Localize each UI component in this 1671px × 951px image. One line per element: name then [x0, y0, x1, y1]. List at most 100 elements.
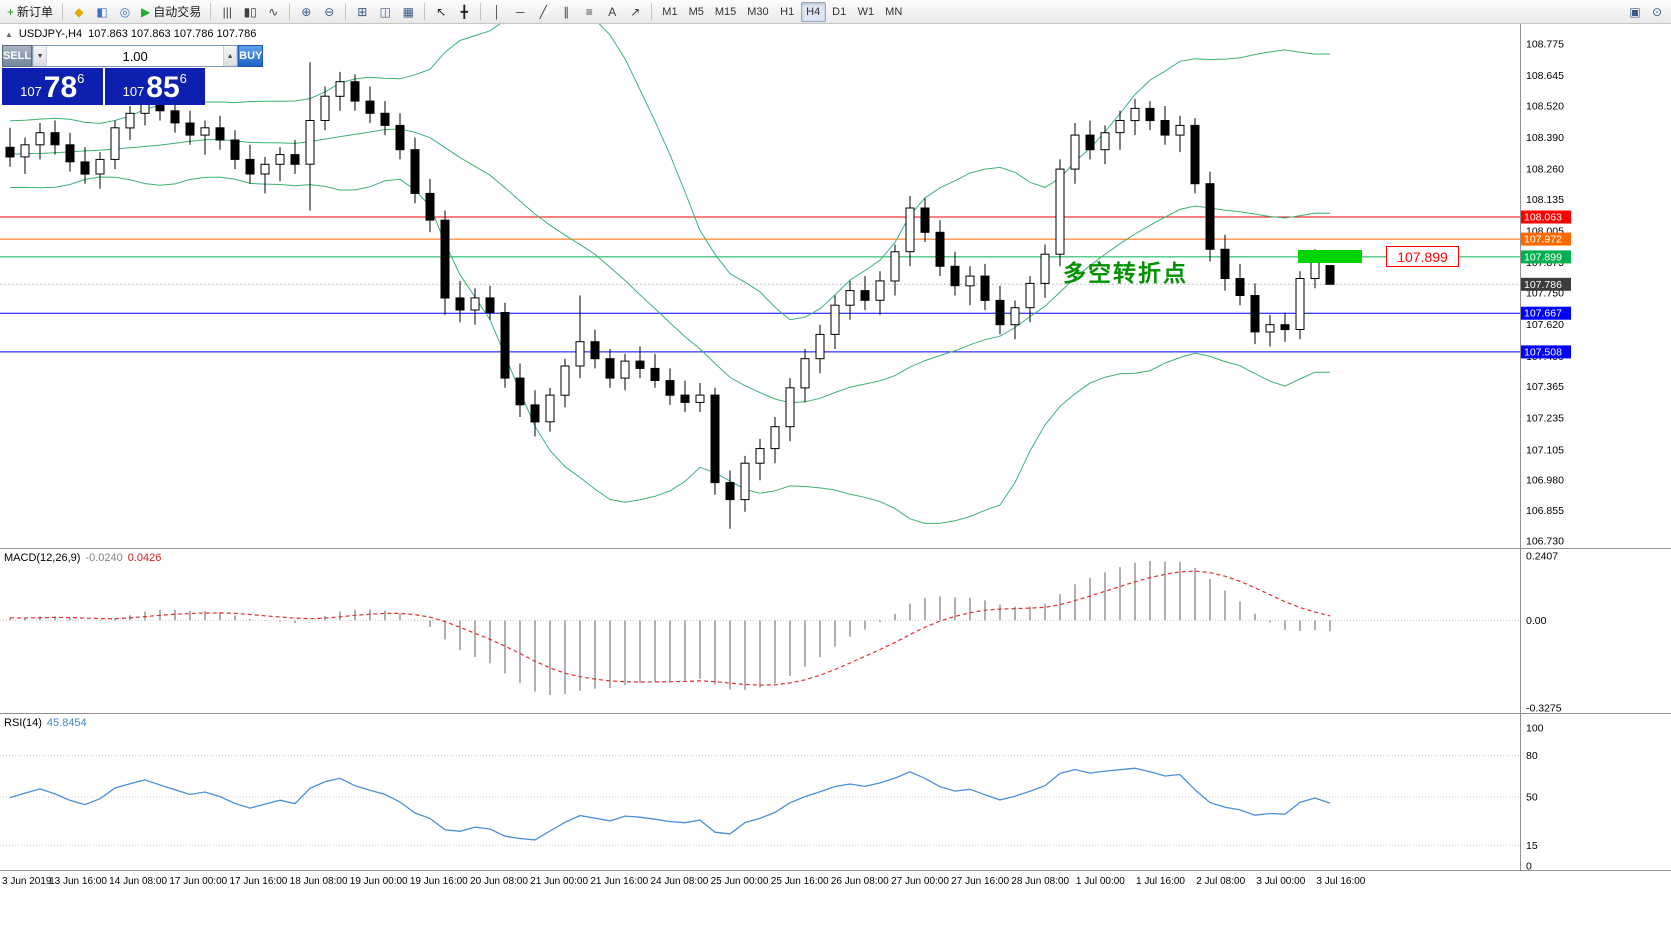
- vertical-line-icon: │: [493, 4, 502, 19]
- market-watch-icon[interactable]: ◆: [68, 2, 90, 22]
- horizontal-line-tool[interactable]: ─: [509, 2, 531, 22]
- time-axis-label: 1 Jul 00:00: [1076, 876, 1125, 887]
- candlestick-chart-icon[interactable]: ▮▯: [239, 2, 261, 22]
- price-tick-label: 108.645: [1526, 70, 1564, 82]
- candle-bearish: [665, 380, 675, 396]
- macd-scale-label: 0.2407: [1526, 551, 1558, 563]
- text-tool[interactable]: A: [601, 2, 623, 22]
- volume-input[interactable]: [47, 46, 224, 66]
- line-chart-icon-icon: ∿: [268, 4, 279, 19]
- timeframe-m5[interactable]: M5: [688, 5, 704, 18]
- time-axis-label: 18 Jun 08:00: [290, 876, 348, 887]
- time-axis-label: 19 Jun 00:00: [350, 876, 408, 887]
- price-tag: [1521, 210, 1571, 224]
- candle-bullish: [1175, 124, 1185, 136]
- buy-button[interactable]: BUY: [238, 45, 264, 67]
- crosshair-icon[interactable]: ╋: [453, 2, 475, 22]
- candle-bullish: [20, 144, 30, 158]
- one-click-prices: 107 78 6 107 85 6: [2, 68, 205, 105]
- timeframe-mn[interactable]: MN: [885, 5, 903, 18]
- trendline-tool[interactable]: ╱: [532, 2, 554, 22]
- arrow-tool[interactable]: ↗: [624, 2, 646, 22]
- candle-bullish: [305, 120, 315, 165]
- new-order-button[interactable]: + 新订单: [3, 2, 57, 22]
- sell-button[interactable]: SELL: [2, 45, 33, 67]
- channel-tool[interactable]: ∥: [555, 2, 577, 22]
- candle-bearish: [1235, 278, 1245, 296]
- macd-main-value: -0.0240: [85, 552, 123, 564]
- time-axis-label: 25 Jun 16:00: [771, 876, 829, 887]
- navigator-icon-icon: ◎: [119, 4, 131, 19]
- time-axis-label: 3 Jul 00:00: [1256, 876, 1305, 887]
- search-icon-icon: ⊙: [1651, 4, 1663, 19]
- volume-increase-button[interactable]: ▲: [223, 46, 238, 66]
- time-axis-label: 26 Jun 08:00: [831, 876, 889, 887]
- time-axis-label: 3 Jun 2019: [2, 876, 52, 887]
- text-icon: A: [608, 4, 617, 19]
- channel-icon: ∥: [563, 4, 570, 19]
- price-tick-label: 106.980: [1526, 475, 1564, 487]
- toolbar-separator: [210, 3, 212, 20]
- price-tag-label: 107.899: [1524, 251, 1562, 263]
- candle-bullish: [845, 290, 855, 306]
- candle-bullish: [1070, 134, 1080, 170]
- timeframe-m30[interactable]: M30: [747, 5, 769, 18]
- tile-windows-icon[interactable]: ⊞: [351, 2, 373, 22]
- time-axis-label: 25 Jun 00:00: [711, 876, 769, 887]
- timeframe-w1[interactable]: W1: [857, 5, 875, 18]
- sell-price-handle: 107: [20, 84, 42, 99]
- volume-decrease-button[interactable]: ▼: [33, 46, 48, 66]
- zoom-out-icon[interactable]: ⊖: [318, 2, 340, 22]
- candle-bearish: [245, 158, 255, 175]
- candle-bearish: [350, 81, 360, 102]
- toolbar-separator: [651, 3, 653, 20]
- price-tag-label: 107.508: [1524, 346, 1562, 358]
- ohlc-values: 107.863 107.863 107.786 107.786: [88, 28, 257, 40]
- search-icon[interactable]: ⊙: [1646, 2, 1668, 22]
- candle-bullish: [905, 207, 915, 253]
- timeframe-d1[interactable]: D1: [832, 5, 847, 18]
- candle-bearish: [1190, 124, 1200, 185]
- candle-bullish: [800, 358, 810, 389]
- macd-scale-label: 0.00: [1526, 615, 1547, 627]
- macd-scale-label: -0.3275: [1526, 703, 1562, 715]
- candle-bearish: [1145, 107, 1155, 122]
- data-window-icon[interactable]: ◧: [91, 2, 113, 22]
- line-chart-icon[interactable]: ∿: [262, 2, 284, 22]
- vertical-line-tool[interactable]: │: [486, 2, 508, 22]
- toolbar-separator: [480, 3, 482, 20]
- highlight-box[interactable]: [1298, 250, 1362, 263]
- timeframe-h4[interactable]: H4: [800, 1, 826, 22]
- new-order-button-label: 新订单: [17, 5, 54, 19]
- auto-arrange-icon[interactable]: ▦: [397, 2, 419, 22]
- time-axis-label: 27 Jun 00:00: [891, 876, 949, 887]
- new-order-icon: +: [7, 4, 15, 19]
- fibonacci-tool[interactable]: ≡: [578, 2, 600, 22]
- toolbar-separator: [289, 3, 291, 20]
- buy-price-big: 85: [146, 71, 180, 105]
- sell-price-display[interactable]: 107 78 6: [2, 68, 103, 105]
- autotrading-button[interactable]: ▶ 自动交易: [137, 2, 205, 22]
- zoom-in-icon[interactable]: ⊕: [295, 2, 317, 22]
- candle-bullish: [470, 297, 480, 311]
- macd-name: MACD(12,26,9): [4, 552, 81, 564]
- candle-bullish: [545, 394, 555, 423]
- price-callout-label[interactable]: 107.899: [1386, 246, 1459, 267]
- candle-bullish: [695, 394, 705, 403]
- autotrading-button-label: 自动交易: [153, 5, 202, 19]
- new-chart-icon[interactable]: ▣: [1624, 2, 1646, 22]
- buy-price-display[interactable]: 107 85 6: [104, 68, 205, 105]
- candle-bullish: [35, 132, 45, 146]
- candle-bullish: [125, 112, 135, 129]
- timeframe-h1[interactable]: H1: [780, 5, 795, 18]
- toolbar-right-icons: ▣ ⊙: [1624, 2, 1668, 22]
- timeframe-m1[interactable]: M1: [662, 5, 678, 18]
- timeframe-m15[interactable]: M15: [714, 5, 737, 18]
- main-price-panel: [0, 24, 1520, 529]
- bar-chart-icon[interactable]: |||: [216, 2, 238, 22]
- cursor-icon[interactable]: ↖: [430, 2, 452, 22]
- candle-bearish: [215, 127, 225, 141]
- cascade-windows-icon[interactable]: ◫: [374, 2, 396, 22]
- navigator-icon[interactable]: ◎: [114, 2, 136, 22]
